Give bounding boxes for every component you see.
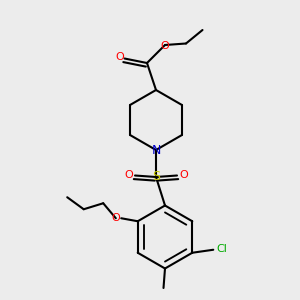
Text: O: O <box>111 213 120 223</box>
Text: O: O <box>179 170 188 181</box>
Text: O: O <box>116 52 124 62</box>
Text: O: O <box>160 40 169 51</box>
Text: N: N <box>151 143 161 157</box>
Text: Cl: Cl <box>216 244 227 254</box>
Text: S: S <box>152 170 160 184</box>
Text: O: O <box>124 170 133 181</box>
